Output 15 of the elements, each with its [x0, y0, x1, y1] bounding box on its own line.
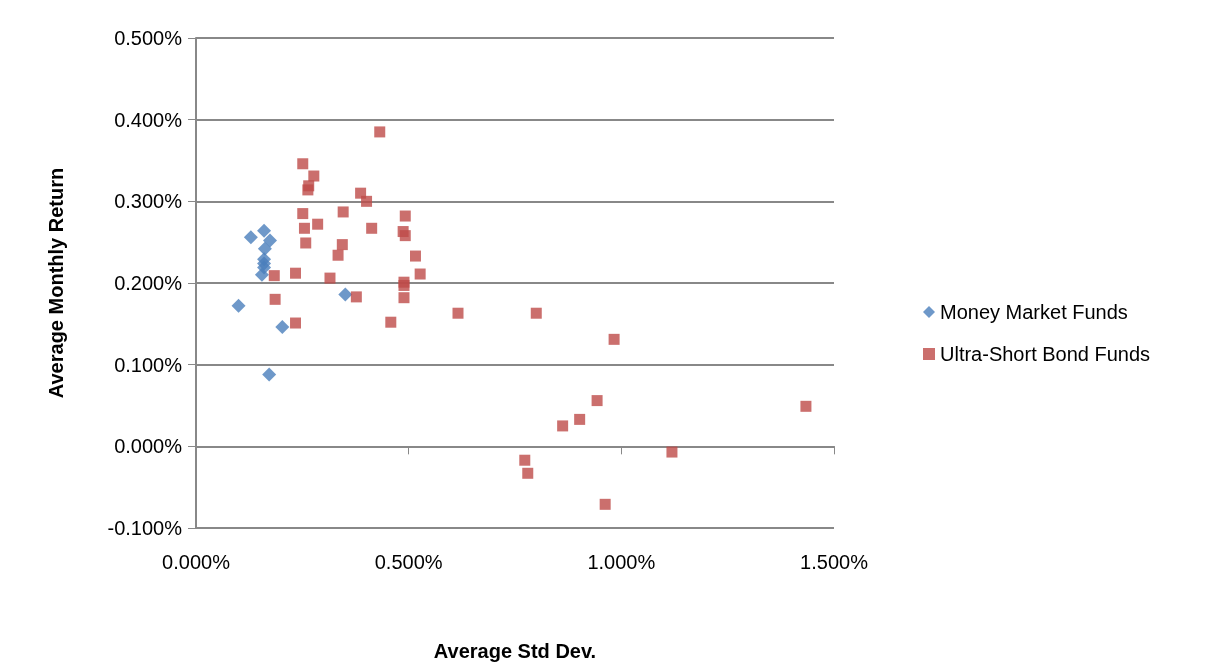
- y-tick-label: -0.100%: [107, 517, 183, 539]
- y-tick-label: 0.500%: [114, 27, 183, 49]
- legend-label: Money Market Funds: [940, 301, 1128, 323]
- x-tick-label: 1.500%: [800, 551, 869, 573]
- y-tick-label: 0.300%: [114, 190, 183, 213]
- x-tick-label: 1.000%: [587, 551, 656, 573]
- x-axis-title: Average Std Dev.: [433, 640, 597, 662]
- y-tick-label: 0.400%: [114, 108, 183, 131]
- legend-label: Ultra-Short Bond Funds: [940, 343, 1151, 365]
- y-tick-label: 0.100%: [114, 353, 183, 376]
- y-axis-title: Average Monthly Return: [45, 167, 67, 399]
- x-tick-label: 0.500%: [374, 551, 443, 573]
- y-tick-label: 0.000%: [114, 435, 183, 458]
- y-tick-label: 0.200%: [114, 272, 183, 294]
- x-tick-label: 0.000%: [162, 551, 231, 573]
